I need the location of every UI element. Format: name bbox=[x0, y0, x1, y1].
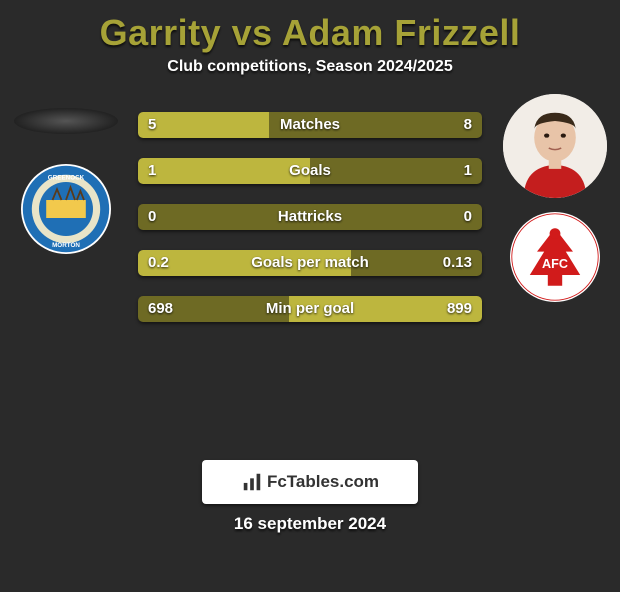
footer-logo-text: FcTables.com bbox=[267, 472, 379, 492]
morton-badge-icon: GREENOCK MORTON bbox=[21, 164, 111, 254]
player-left-avatar-placeholder bbox=[14, 108, 118, 134]
stat-value-right: 0 bbox=[454, 204, 482, 230]
stat-row: 5Matches8 bbox=[138, 112, 482, 138]
comparison-date: 16 september 2024 bbox=[0, 514, 620, 534]
stat-row: 1Goals1 bbox=[138, 158, 482, 184]
stat-value-right: 8 bbox=[454, 112, 482, 138]
svg-text:MORTON: MORTON bbox=[52, 242, 80, 249]
stat-row: 0Hattricks0 bbox=[138, 204, 482, 230]
stat-bars: 5Matches8 1Goals1 0Hattricks0 0.2Goals per … bbox=[138, 112, 482, 342]
right-player-column: AFC bbox=[497, 94, 612, 302]
left-player-column: GREENOCK MORTON bbox=[8, 94, 123, 254]
stat-label: Goals per match bbox=[138, 250, 482, 276]
player-right-club-badge: AFC bbox=[510, 212, 600, 302]
stat-label: Hattricks bbox=[138, 204, 482, 230]
stat-row: 698Min per goal899 bbox=[138, 296, 482, 322]
player-photo-icon bbox=[503, 94, 607, 198]
stat-label: Min per goal bbox=[138, 296, 482, 322]
fctables-logo: FcTables.com bbox=[241, 471, 379, 493]
svg-text:GREENOCK: GREENOCK bbox=[47, 174, 84, 181]
bar-chart-icon bbox=[241, 471, 263, 493]
comparison-subtitle: Club competitions, Season 2024/2025 bbox=[0, 58, 620, 76]
airdrie-badge-icon: AFC bbox=[510, 212, 600, 302]
stat-label: Goals bbox=[138, 158, 482, 184]
stat-value-right: 0.13 bbox=[433, 250, 482, 276]
stat-value-right: 1 bbox=[454, 158, 482, 184]
svg-text:AFC: AFC bbox=[542, 257, 568, 271]
player-left-club-badge: GREENOCK MORTON bbox=[21, 164, 111, 254]
source-logo-box: FcTables.com bbox=[202, 460, 418, 504]
stat-label: Matches bbox=[138, 112, 482, 138]
player-right-avatar bbox=[503, 94, 607, 198]
comparison-title: Garrity vs Adam Frizzell bbox=[0, 12, 620, 54]
stat-value-right: 899 bbox=[437, 296, 482, 322]
stat-row: 0.2Goals per match0.13 bbox=[138, 250, 482, 276]
comparison-content: GREENOCK MORTON AFC bbox=[0, 94, 620, 454]
